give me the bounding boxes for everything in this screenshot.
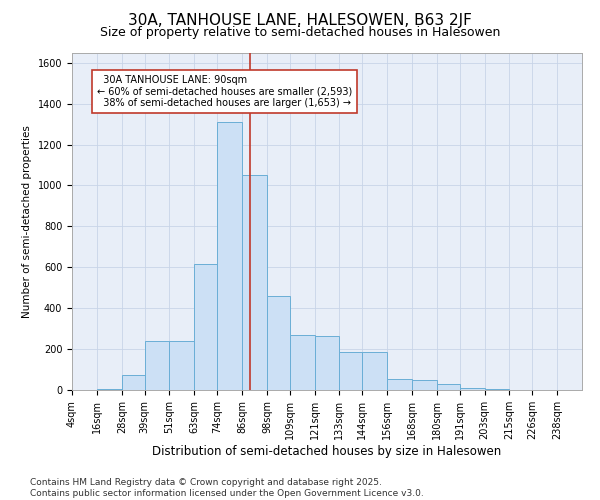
Text: 30A TANHOUSE LANE: 90sqm  
← 60% of semi-detached houses are smaller (2,593)
  3: 30A TANHOUSE LANE: 90sqm ← 60% of semi-d…: [97, 75, 352, 108]
Bar: [412, 380, 437, 390]
Bar: [242, 175, 267, 390]
Bar: [217, 122, 242, 390]
Bar: [485, 389, 509, 390]
Bar: [437, 384, 460, 390]
Bar: [460, 388, 485, 390]
Bar: [290, 335, 314, 390]
Bar: [267, 296, 290, 390]
Bar: [362, 352, 387, 390]
Bar: [169, 341, 194, 390]
Text: Size of property relative to semi-detached houses in Halesowen: Size of property relative to semi-detach…: [100, 26, 500, 39]
Bar: [340, 352, 362, 390]
Text: 30A, TANHOUSE LANE, HALESOWEN, B63 2JF: 30A, TANHOUSE LANE, HALESOWEN, B63 2JF: [128, 12, 472, 28]
Bar: [145, 341, 169, 390]
Bar: [314, 336, 340, 390]
Bar: [122, 374, 145, 390]
Text: Contains HM Land Registry data © Crown copyright and database right 2025.
Contai: Contains HM Land Registry data © Crown c…: [30, 478, 424, 498]
Bar: [194, 264, 217, 390]
Y-axis label: Number of semi-detached properties: Number of semi-detached properties: [22, 125, 32, 318]
Bar: [387, 379, 412, 390]
X-axis label: Distribution of semi-detached houses by size in Halesowen: Distribution of semi-detached houses by …: [152, 444, 502, 458]
